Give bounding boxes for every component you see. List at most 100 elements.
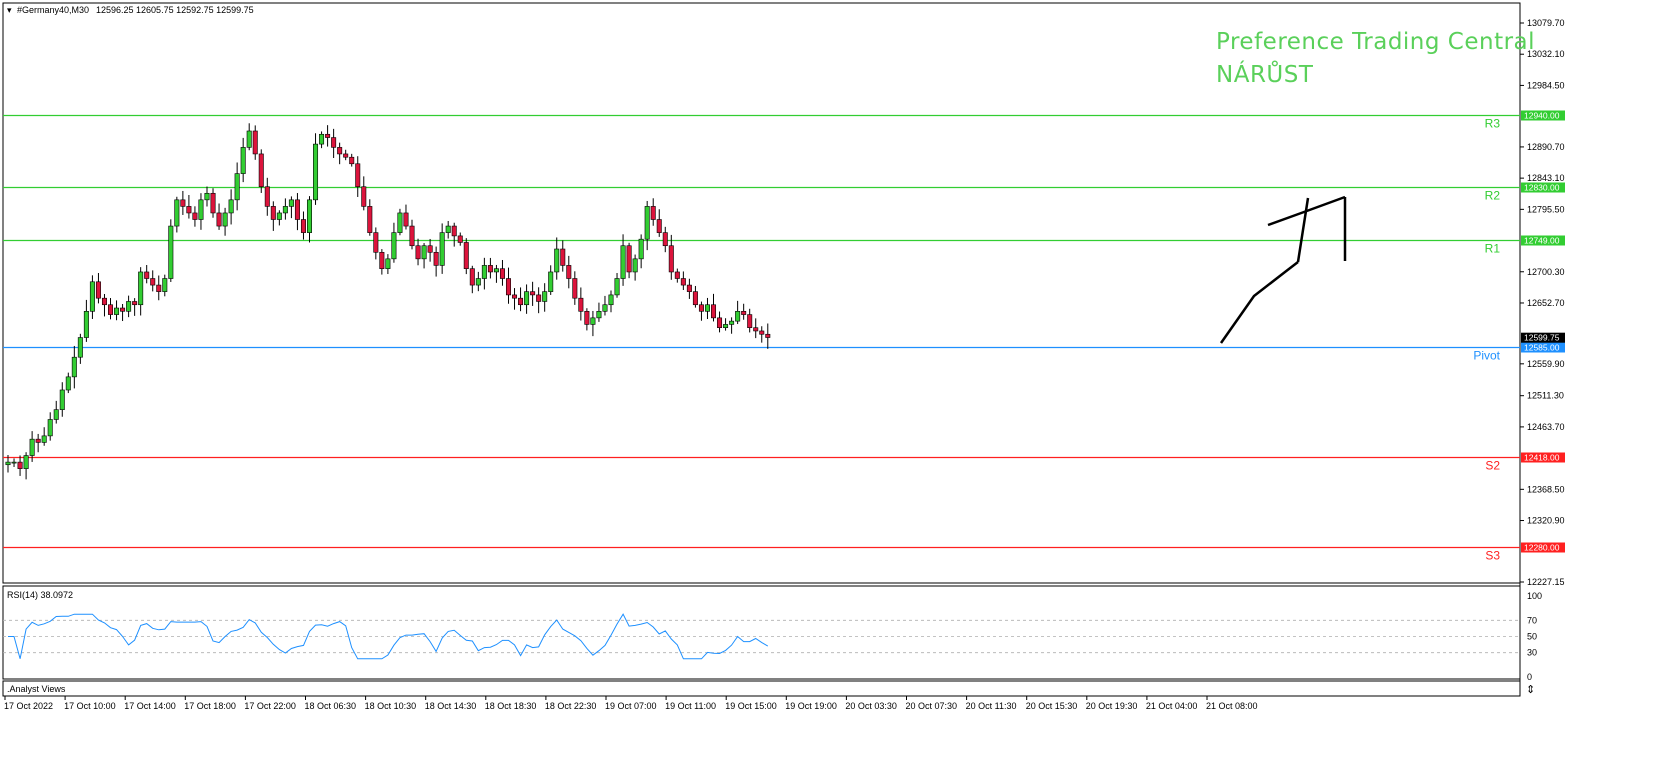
candle-body — [680, 278, 686, 286]
candle — [35, 433, 41, 453]
candle — [457, 232, 463, 246]
candle — [433, 246, 439, 277]
candle — [753, 318, 759, 339]
candle — [638, 234, 644, 269]
candle-body — [240, 147, 246, 174]
candle-body — [650, 206, 656, 220]
candle — [59, 382, 65, 417]
candle-body — [530, 291, 536, 296]
candle-body — [692, 291, 698, 306]
rsi-pane[interactable] — [2, 585, 1521, 680]
time-label-2: 17 Oct 14:00 — [124, 701, 176, 711]
candle-body — [584, 311, 590, 325]
candle-body — [367, 206, 373, 233]
candle — [198, 193, 204, 230]
candle-body — [313, 143, 319, 201]
candle-body — [518, 297, 524, 306]
candle-body — [668, 245, 674, 273]
candle — [747, 308, 753, 333]
candle-body — [35, 438, 41, 443]
candle — [524, 284, 530, 314]
candle-body — [174, 199, 180, 227]
candle-body — [337, 147, 343, 155]
time-label-8: 18 Oct 18:30 — [485, 701, 537, 711]
candle — [578, 287, 584, 321]
candle — [101, 294, 107, 317]
time-label-5: 18 Oct 06:30 — [305, 701, 357, 711]
candle-body — [686, 284, 692, 292]
candle-body — [656, 219, 662, 233]
candle — [11, 458, 17, 467]
candle — [608, 290, 614, 313]
candle-body — [120, 307, 126, 312]
price-tick-label-12: 12320.90 — [1527, 516, 1565, 526]
candle-body — [210, 192, 216, 214]
candle — [319, 131, 325, 149]
candle — [548, 265, 554, 295]
time-label-9: 18 Oct 22:30 — [545, 701, 597, 711]
candle-body — [222, 212, 228, 227]
candle-body — [723, 324, 729, 328]
time-label-12: 19 Oct 15:00 — [725, 701, 777, 711]
price-tick-label-4: 12843.10 — [1527, 173, 1565, 183]
candle-body — [608, 294, 614, 306]
candle-body — [101, 297, 107, 306]
current-price-tag: 12599.75 — [1524, 333, 1560, 343]
rsi-label: RSI(14) 38.0972 — [7, 590, 73, 600]
candle — [668, 234, 674, 280]
candle — [264, 177, 270, 216]
candle — [530, 281, 536, 306]
price-tick-label-5: 12795.50 — [1527, 204, 1565, 214]
candle — [156, 275, 162, 301]
time-label-7: 18 Oct 14:30 — [425, 701, 477, 711]
candle-body — [578, 297, 584, 312]
candle-body — [270, 206, 276, 220]
candle — [89, 275, 95, 319]
candle — [337, 142, 343, 165]
candle — [566, 255, 572, 289]
candle-body — [704, 304, 710, 312]
panel-resize-icon[interactable]: ⇕ — [1526, 684, 1535, 696]
candle-body — [288, 199, 294, 207]
candle-body — [735, 311, 741, 322]
candle-body — [29, 438, 35, 456]
candle-body — [674, 271, 680, 279]
candle — [391, 222, 397, 263]
candle — [686, 278, 692, 299]
candle-body — [168, 225, 174, 279]
candle-body — [138, 271, 144, 306]
level-tag-bg-pivot — [1521, 342, 1565, 353]
candle — [439, 223, 445, 274]
candle — [536, 287, 542, 314]
candle-body — [487, 265, 493, 273]
candle-body — [331, 137, 337, 148]
time-label-4: 17 Oct 22:00 — [244, 701, 296, 711]
overlay-line-1: Preference Trading Central — [1216, 29, 1536, 55]
candle-body — [132, 301, 138, 306]
candle — [403, 204, 409, 230]
candle-body — [17, 461, 23, 469]
candle — [421, 243, 427, 269]
time-label-20: 21 Oct 08:00 — [1206, 701, 1258, 711]
candle-body — [71, 356, 77, 378]
candle — [23, 452, 29, 480]
candle — [186, 195, 192, 219]
candle — [258, 149, 264, 193]
candle-body — [306, 199, 312, 233]
candle — [373, 227, 379, 260]
candle-body — [505, 278, 511, 296]
candle — [662, 226, 668, 253]
candle — [47, 412, 53, 441]
candle-body — [729, 320, 735, 325]
candle — [313, 133, 319, 205]
time-label-10: 19 Oct 07:00 — [605, 701, 657, 711]
candle — [632, 254, 638, 281]
candle — [29, 431, 35, 462]
candle — [126, 295, 132, 318]
candle — [584, 308, 590, 331]
candle-body — [620, 245, 626, 279]
analyst-views-pane[interactable] — [2, 680, 1521, 697]
price-pane[interactable] — [2, 2, 1521, 584]
candle-body — [512, 294, 518, 299]
